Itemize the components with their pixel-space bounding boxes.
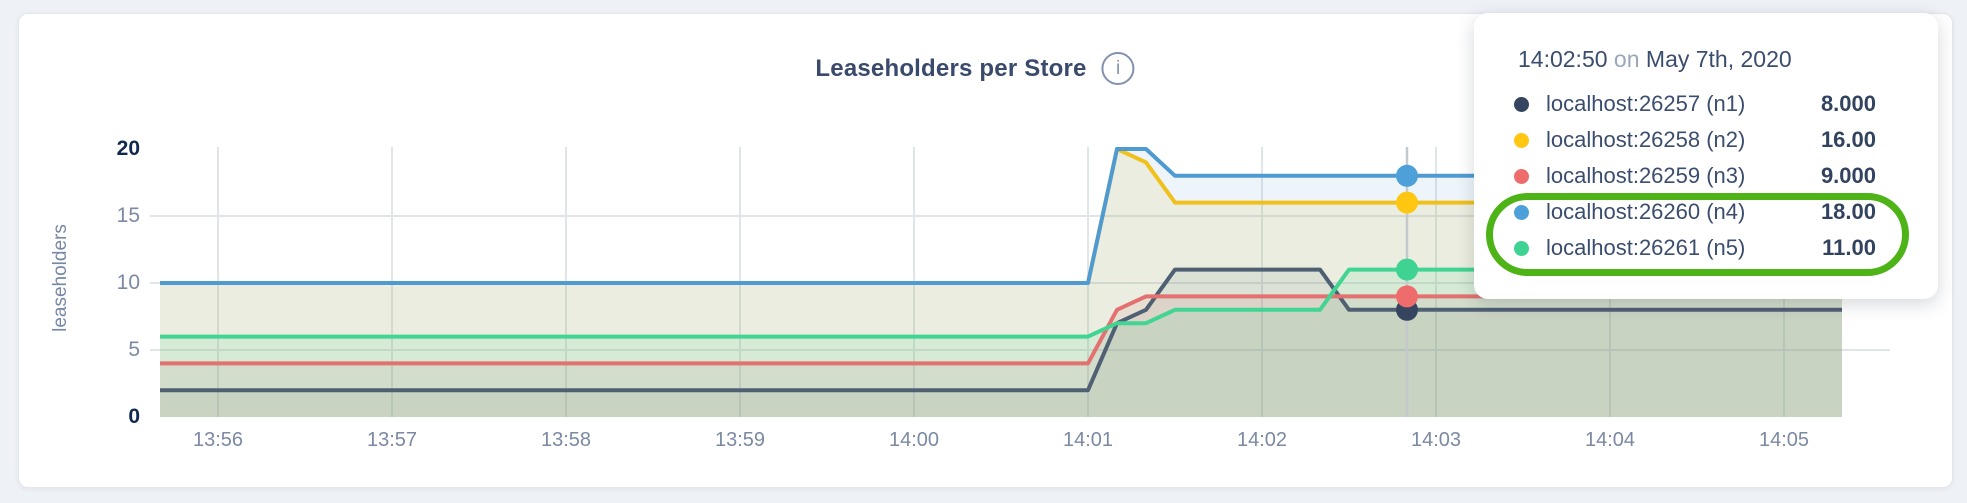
tooltip-time: 14:02:50 [1518, 46, 1608, 72]
series-value: 9.000 [1820, 163, 1876, 188]
x-tick-label: 13:57 [366, 429, 418, 451]
x-tick-label: 13:58 [540, 429, 592, 451]
series-label: localhost:26257 (n1) [1546, 91, 1746, 116]
series-color-dot [1514, 96, 1529, 112]
y-tick-label: 5 [128, 338, 140, 361]
tooltip-on-word: on [1613, 46, 1640, 72]
series-value: 8.000 [1820, 91, 1876, 116]
y-tick-label: 10 [116, 271, 140, 294]
series-color-dot [1514, 132, 1529, 148]
tooltip-date: May 7th, 2020 [1645, 46, 1792, 72]
x-tick-label: 14:02 [1236, 429, 1288, 451]
y-tick-label: 20 [116, 137, 140, 160]
series-color-dot [1514, 168, 1529, 184]
x-tick-label: 14:03 [1410, 429, 1462, 451]
x-tick-label: 14:00 [888, 429, 940, 451]
series-value: 16.00 [1820, 127, 1876, 152]
tooltip-row-n1: localhost:26257 (n1) 8.000 [1514, 86, 1876, 122]
y-tick-label: 15 [116, 204, 140, 227]
x-tick-label: 13:56 [192, 429, 244, 451]
x-tick-label: 14:04 [1584, 429, 1636, 451]
x-tick-label: 14:01 [1062, 429, 1114, 451]
x-tick-label: 14:05 [1758, 429, 1810, 451]
info-icon[interactable]: i [1101, 52, 1135, 85]
tooltip-timestamp: 14:02:50 on May 7th, 2020 [1514, 46, 1876, 73]
x-tick-label: 13:59 [714, 429, 766, 451]
chart-header: Leaseholders per Store i [815, 52, 1135, 85]
highlight-annotation [1486, 193, 1909, 276]
y-tick-label: 0 [128, 405, 140, 428]
series-label: localhost:26258 (n2) [1546, 127, 1746, 152]
series-label: localhost:26259 (n3) [1546, 163, 1746, 188]
chart-title: Leaseholders per Store [815, 54, 1087, 82]
tooltip-row-n3: localhost:26259 (n3) 9.000 [1514, 158, 1876, 194]
tooltip-row-n2: localhost:26258 (n2) 16.00 [1514, 122, 1876, 158]
